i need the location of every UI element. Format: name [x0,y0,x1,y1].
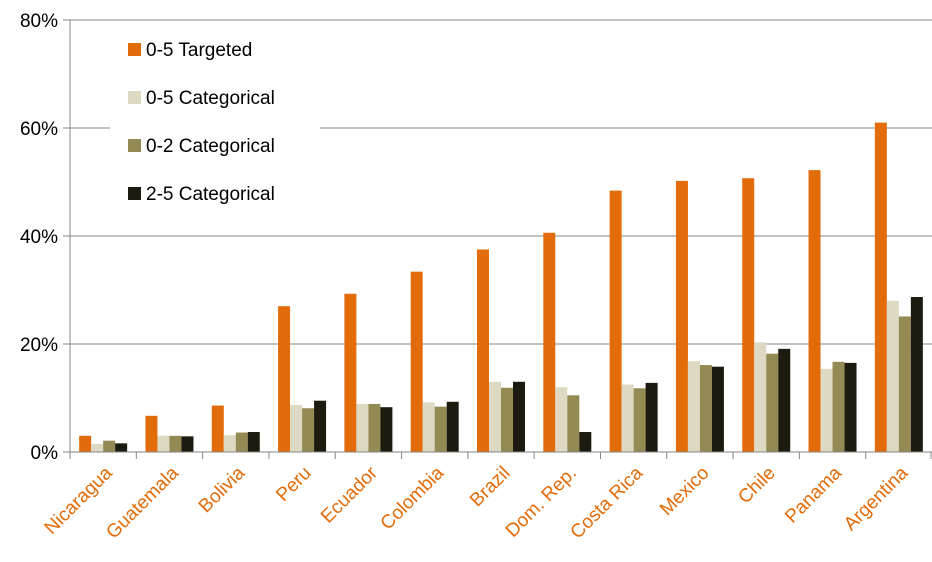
bar [344,293,357,452]
bar [181,436,194,452]
bar [886,300,899,452]
legend-label: 0-5 Targeted [146,40,252,61]
bar [446,401,459,452]
bar [235,432,248,452]
bar [302,408,315,452]
bar [410,271,423,452]
bar [910,297,923,452]
bar [832,361,845,452]
bar [820,368,833,452]
bar [91,443,104,452]
x-tick-label: Guatemala [102,462,183,543]
x-tick-label: Brazil [466,463,514,511]
bar [555,387,568,452]
x-tick-label: Colombia [377,462,449,534]
legend-swatch [128,187,141,200]
bar [621,384,634,452]
legend-label: 2-5 Categorical [146,184,275,205]
legend-swatch [128,43,141,56]
bar [754,342,767,452]
bar [434,406,447,452]
legend-background [110,28,320,218]
y-tick-label: 0% [31,443,59,464]
bar [169,435,182,452]
x-tick-label: Peru [272,463,315,506]
x-tick-label: Bolivia [195,462,250,517]
bar [157,435,170,452]
x-tick-label: Argentina [840,462,913,535]
bar [368,403,381,452]
legend-swatch [128,91,141,104]
x-tick-label: Mexico [656,463,713,520]
bar [808,170,821,452]
bar [609,190,622,452]
bar [513,381,525,452]
x-tick-label: Costa Rica [567,462,648,543]
y-tick-label: 40% [20,227,58,248]
y-tick-label: 80% [20,11,58,32]
bar [645,382,658,452]
legend: 0-5 Targeted 0-5 Categorical 0-2 Categoric… [110,28,320,218]
bar [380,407,393,452]
bar [247,432,260,452]
y-tick-label: 60% [20,119,58,140]
bar [711,366,724,452]
bar [567,395,580,452]
bars [79,122,923,453]
bar [844,362,857,452]
bar [314,400,327,452]
bar [687,361,700,452]
bar [115,443,128,452]
bar [874,122,887,452]
bar [477,249,489,452]
legend-swatch [128,139,141,152]
bar [742,178,755,452]
bar [79,435,92,452]
bar [145,415,158,452]
bar [223,435,236,452]
x-tick-label: Chile [734,463,779,508]
bar [211,405,224,452]
bar [278,306,291,452]
bar [699,365,712,452]
axes [63,19,932,459]
bar [103,440,116,452]
bar [898,316,911,452]
legend-label: 0-2 Categorical [146,136,275,157]
y-tick-labels: 0% 20% 40% 60% 80% [20,11,58,464]
bar [778,348,791,452]
bar [290,405,303,452]
legend-label: 0-5 Categorical [146,88,275,109]
bar [579,432,592,452]
x-tick-label: Panama [781,462,846,527]
bar [675,180,688,453]
bar [356,403,369,452]
bar [489,381,501,452]
x-tick-label: Ecuador [317,462,382,527]
bar [633,388,646,452]
y-tick-label: 20% [20,335,58,356]
bar [422,402,435,452]
bar [501,387,513,452]
bar [766,353,779,452]
bar [543,232,556,452]
